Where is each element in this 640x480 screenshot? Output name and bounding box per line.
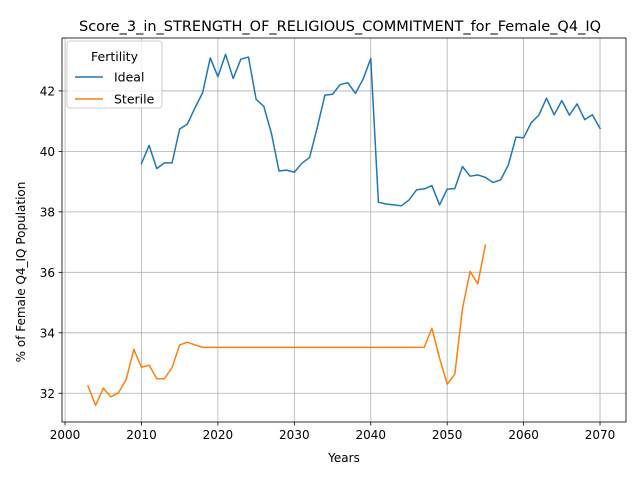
x-tick-label: 2020 <box>203 428 234 442</box>
x-tick-label: 2040 <box>355 428 386 442</box>
series-line-ideal <box>140 53 602 207</box>
y-tick-label: 40 <box>40 145 55 159</box>
x-axis-label: Years <box>327 451 360 465</box>
grid-lines <box>62 38 626 422</box>
y-tick-label: 34 <box>40 326 55 340</box>
y-tick-label: 36 <box>40 266 55 280</box>
x-tick-label: 2050 <box>432 428 463 442</box>
y-tick-label: 38 <box>40 205 55 219</box>
y-axis-ticks: 32 34 36 38 40 42 <box>40 84 62 401</box>
x-tick-label: 2070 <box>585 428 616 442</box>
series-line-sterile <box>87 244 487 407</box>
x-tick-label: 2030 <box>279 428 310 442</box>
y-tick-label: 32 <box>40 387 55 401</box>
x-tick-label: 2060 <box>508 428 539 442</box>
chart-title: Score_3_in_STRENGTH_OF_RELIGIOUS_COMMITM… <box>79 19 601 35</box>
legend-title: Fertility <box>91 49 139 64</box>
x-axis-ticks: 2000 2010 2020 2030 2040 2050 2060 2070 <box>50 422 616 442</box>
x-tick-label: 2010 <box>126 428 157 442</box>
legend: Fertility Ideal Sterile <box>66 40 163 109</box>
legend-label-ideal: Ideal <box>114 70 144 85</box>
x-tick-label: 2000 <box>50 428 81 442</box>
legend-label-sterile: Sterile <box>114 92 155 107</box>
series-layer <box>87 53 602 407</box>
y-tick-label: 42 <box>40 84 55 98</box>
legend-box <box>66 40 163 109</box>
y-axis-label: % of Female Q4_IQ Population <box>14 182 28 363</box>
plot-frame <box>61 37 627 423</box>
